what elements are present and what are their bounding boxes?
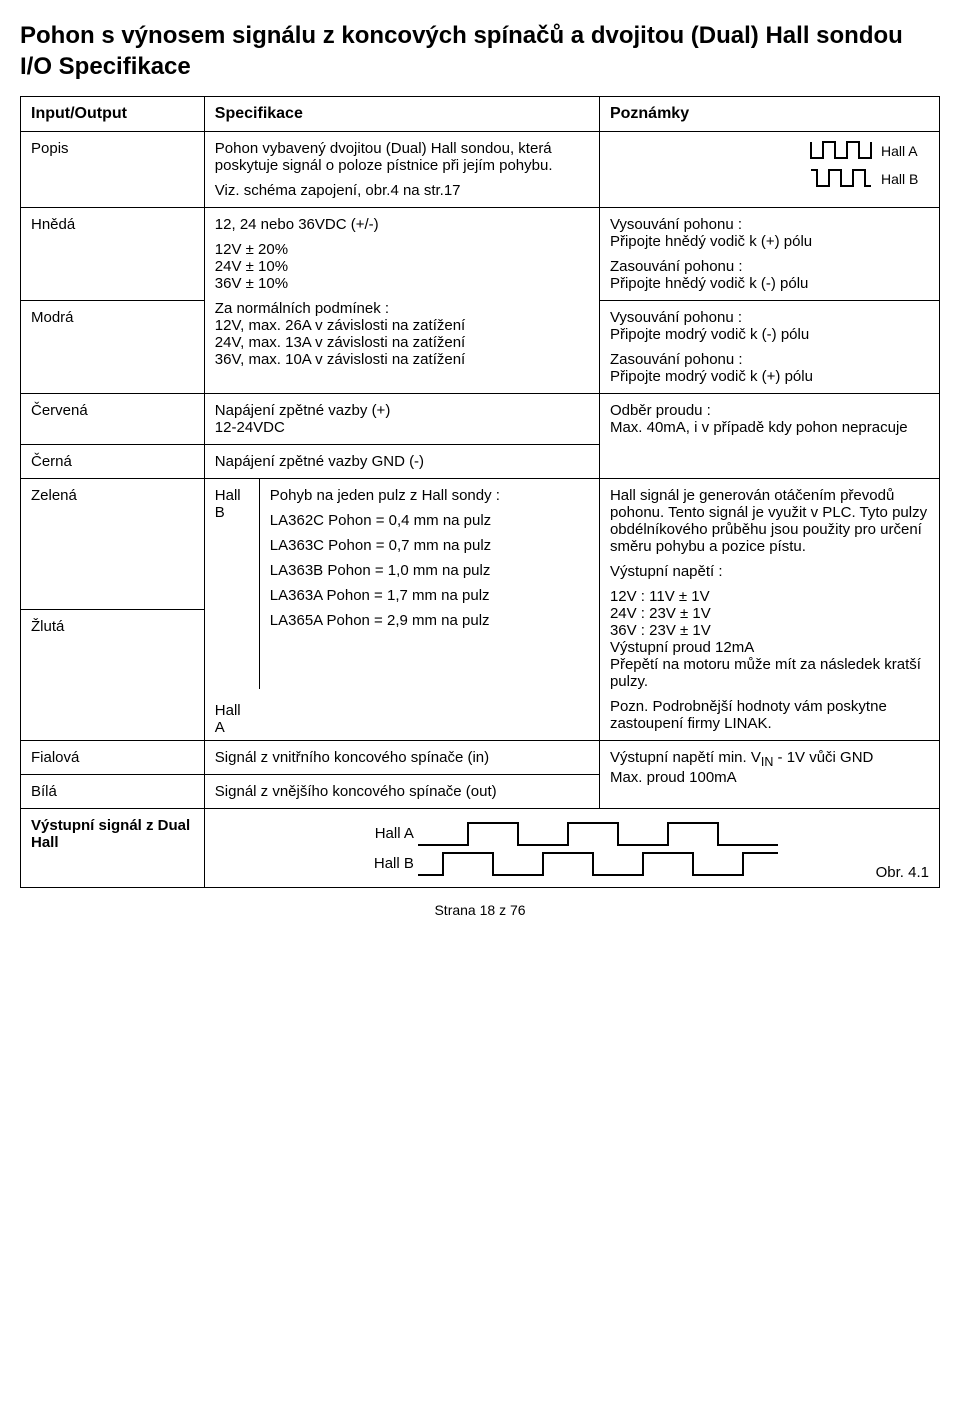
hall-p1: Pohyb na jeden pulz z Hall sondy :	[270, 487, 589, 504]
hall-p4: LA363B Pohon = 1,0 mm na pulz	[270, 562, 589, 579]
modra-n4: Připojte modrý vodič k (+) pólu	[610, 368, 813, 385]
modra-l4: 36V, max. 10A v závislosti na zatížení	[215, 351, 465, 368]
row-popis-spec: Pohon vybavený dvojitou (Dual) Hall sond…	[204, 132, 599, 208]
row-hall-spec: Hall B Hall A Pohyb na jeden pulz z Hall…	[204, 479, 599, 741]
row-cervena-notes: Odběr proudu : Max. 40mA, i v případě kd…	[599, 394, 939, 479]
row-popis-notes: Hall A Hall B	[599, 132, 939, 208]
hn-p4: 24V : 23V ± 1V	[610, 605, 711, 622]
row-zluta-label: Žlutá	[21, 610, 205, 741]
hn-p5: 36V : 23V ± 1V	[610, 622, 711, 639]
popis-p1: Pohon vybavený dvojitou (Dual) Hall sond…	[215, 140, 589, 174]
page-title: Pohon s výnosem signálu z koncových spín…	[20, 20, 940, 82]
hn-p6: Výstupní proud 12mA	[610, 639, 754, 656]
cervena-n2: Max. 40mA, i v případě kdy pohon nepracu…	[610, 419, 908, 436]
hneda-n1: Vysouvání pohonu :	[610, 216, 742, 233]
row-fialova-spec: Signál z vnitřního koncového spínače (in…	[204, 741, 599, 775]
row-bila-spec: Signál z vnějšího koncového spínače (out…	[204, 775, 599, 809]
modra-l3: 24V, max. 13A v závislosti na zatížení	[215, 334, 465, 351]
popis-p2: Viz. schéma zapojení, obr.4 na str.17	[215, 182, 589, 199]
hall-small-icon: Hall A Hall B	[809, 140, 929, 194]
hn-p3: 12V : 11V ± 1V	[610, 588, 710, 605]
hneda-n3: Zasouvání pohonu :	[610, 258, 743, 275]
hneda-l1: 12, 24 nebo 36VDC (+/-)	[215, 216, 589, 233]
row-modra-label: Modrá	[21, 301, 205, 394]
hall-a-label: Hall A	[205, 694, 259, 744]
hn-p8: Pozn. Podrobnější hodnoty vám poskytne z…	[610, 698, 929, 732]
fialova-n2: Max. proud 100mA	[610, 769, 737, 786]
fialova-n1a: Výstupní napětí min. V	[610, 749, 761, 766]
svg-text:Hall B: Hall B	[881, 171, 918, 187]
hn-p2: Výstupní napětí :	[610, 563, 929, 580]
hneda-n4: Připojte hnědý vodič k (-) pólu	[610, 275, 808, 292]
hneda-l2: 12V ± 20%	[215, 241, 288, 258]
row-cervena-spec: Napájení zpětné vazby (+) 12-24VDC	[204, 394, 599, 445]
svg-text:Hall A: Hall A	[881, 143, 918, 159]
row-zelena-label: Zelená	[21, 479, 205, 610]
hneda-n2: Připojte hnědý vodič k (+) pólu	[610, 233, 812, 250]
spec-table: Input/Output Specifikace Poznámky Popis …	[20, 96, 940, 888]
modra-l1: Za normálních podmínek :	[215, 300, 389, 317]
row-hneda-modra-spec: 12, 24 nebo 36VDC (+/-) 12V ± 20% 24V ± …	[204, 208, 599, 394]
th-spec: Specifikace	[204, 97, 599, 132]
row-signal-diagram: Hall A Hall B Obr. 4.1	[204, 809, 939, 888]
signal-halla-label: Hall A	[366, 825, 414, 842]
th-notes: Poznámky	[599, 97, 939, 132]
modra-n3: Zasouvání pohonu :	[610, 351, 743, 368]
row-cervena-label: Červená	[21, 394, 205, 445]
modra-n2: Připojte modrý vodič k (-) pólu	[610, 326, 809, 343]
hneda-l3: 24V ± 10%	[215, 258, 288, 275]
fialova-n1b: - 1V vůči GND	[773, 749, 873, 766]
hall-p3: LA363C Pohon = 0,7 mm na pulz	[270, 537, 589, 554]
modra-l2: 12V, max. 26A v závislosti na zatížení	[215, 317, 465, 334]
cervena-l2: 12-24VDC	[215, 419, 285, 436]
square-wave-a-icon	[418, 819, 778, 847]
fialova-n1sub: IN	[761, 755, 774, 769]
obr-label: Obr. 4.1	[876, 864, 929, 881]
hn-p7: Přepětí na motoru může mít za následek k…	[610, 656, 921, 690]
row-hall-notes: Hall signál je generován otáčením převod…	[599, 479, 939, 741]
row-popis-label: Popis	[21, 132, 205, 208]
row-cerna-label: Černá	[21, 445, 205, 479]
row-fialova-label: Fialová	[21, 741, 205, 775]
cervena-l1: Napájení zpětné vazby (+)	[215, 402, 391, 419]
row-signal-label: Výstupní signál z Dual Hall	[21, 809, 205, 888]
hall-b-label: Hall B	[205, 479, 259, 584]
hn-p1: Hall signál je generován otáčením převod…	[610, 487, 929, 555]
cervena-n1: Odběr proudu :	[610, 402, 711, 419]
hall-p2: LA362C Pohon = 0,4 mm na pulz	[270, 512, 589, 529]
hall-p5: LA363A Pohon = 1,7 mm na pulz	[270, 587, 589, 604]
th-io: Input/Output	[21, 97, 205, 132]
modra-n1: Vysouvání pohonu :	[610, 309, 742, 326]
hneda-l4: 36V ± 10%	[215, 275, 288, 292]
row-hneda-label: Hnědá	[21, 208, 205, 301]
row-hneda-notes: Vysouvání pohonu : Připojte hnědý vodič …	[599, 208, 939, 301]
row-cerna-spec: Napájení zpětné vazby GND (-)	[204, 445, 599, 479]
hall-p6: LA365A Pohon = 2,9 mm na pulz	[270, 612, 589, 629]
row-fialova-notes: Výstupní napětí min. VIN - 1V vůči GND M…	[599, 741, 939, 809]
signal-hallb-label: Hall B	[366, 855, 414, 872]
row-bila-label: Bílá	[21, 775, 205, 809]
row-modra-notes: Vysouvání pohonu : Připojte modrý vodič …	[599, 301, 939, 394]
square-wave-b-icon	[418, 849, 778, 877]
page-footer: Strana 18 z 76	[20, 902, 940, 918]
